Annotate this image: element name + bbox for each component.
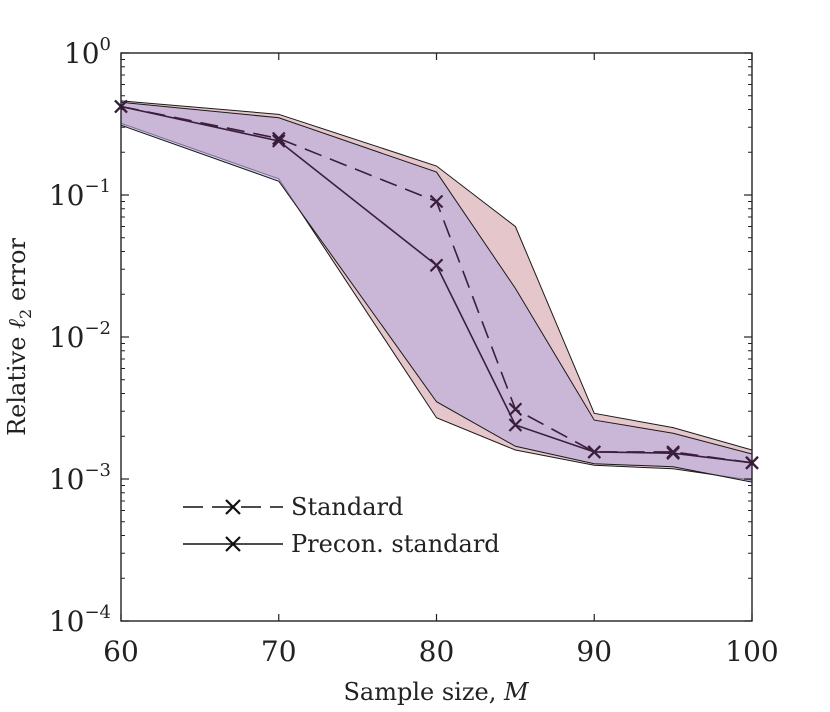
x-tick-labels: 60 70 80 90 100	[103, 635, 779, 668]
marker-stroke	[508, 418, 523, 432]
y-tick-exponent: −1	[84, 176, 111, 197]
legend-marker-precon	[225, 536, 241, 552]
data-point-standard	[271, 131, 286, 146]
y-tick-exponent: −2	[84, 318, 111, 339]
y-axis-label-symbol: ℓ	[3, 319, 31, 329]
y-tick-base: 10	[49, 463, 85, 496]
y-tick-label: 10−2	[49, 318, 111, 354]
data-point-precon	[429, 258, 444, 273]
marker-stroke	[271, 131, 286, 146]
y-tick-label: 100	[64, 34, 111, 70]
axis-ticks	[120, 52, 753, 622]
x-tick-label: 70	[261, 635, 297, 668]
y-tick-base: 10	[49, 321, 85, 354]
legend-marker-standard	[225, 499, 241, 515]
y-tick-exponent: −4	[84, 602, 111, 623]
x-tick-label: 60	[103, 635, 139, 668]
x-tick-label: 90	[576, 635, 612, 668]
data-point-precon	[666, 446, 680, 460]
marker-stroke	[271, 134, 286, 148]
confidence-bands	[120, 100, 753, 483]
y-tick-base: 10	[49, 605, 85, 638]
y-tick-base: 10	[64, 37, 100, 70]
marker-stroke	[666, 446, 680, 460]
y-tick-base: 10	[49, 179, 85, 212]
data-point-standard	[429, 194, 444, 209]
legend-label-standard: Standard	[291, 493, 403, 521]
marker-stroke	[508, 402, 523, 417]
y-axis-label: Relative ℓ2 error	[3, 238, 35, 436]
x-tick-label: 80	[419, 635, 455, 668]
data-point-precon	[587, 445, 602, 459]
data-point-precon	[508, 418, 523, 432]
data-point-standard	[508, 402, 523, 417]
marker-stroke	[587, 445, 602, 459]
y-axis-label-pre: Relative	[3, 329, 31, 436]
data-point-precon	[271, 134, 286, 148]
x-axis-label: Sample size, M	[343, 678, 529, 706]
y-axis-label-post: error	[3, 238, 31, 309]
y-tick-exponent: −3	[84, 460, 111, 481]
marker-stroke	[429, 194, 444, 209]
marker-stroke	[429, 258, 444, 273]
legend: Standard Precon. standard	[183, 493, 500, 558]
y-tick-label: 10−4	[49, 602, 111, 638]
x-axis-label-text: Sample size,	[343, 678, 503, 706]
x-axis-label-var: M	[503, 678, 530, 706]
y-tick-label: 10−3	[49, 460, 111, 496]
y-tick-label: 10−1	[49, 176, 111, 212]
legend-label-precon: Precon. standard	[291, 530, 500, 558]
y-axis-label-sub: 2	[16, 309, 35, 319]
x-tick-label: 100	[725, 635, 778, 668]
y-tick-exponent: 0	[100, 34, 111, 55]
